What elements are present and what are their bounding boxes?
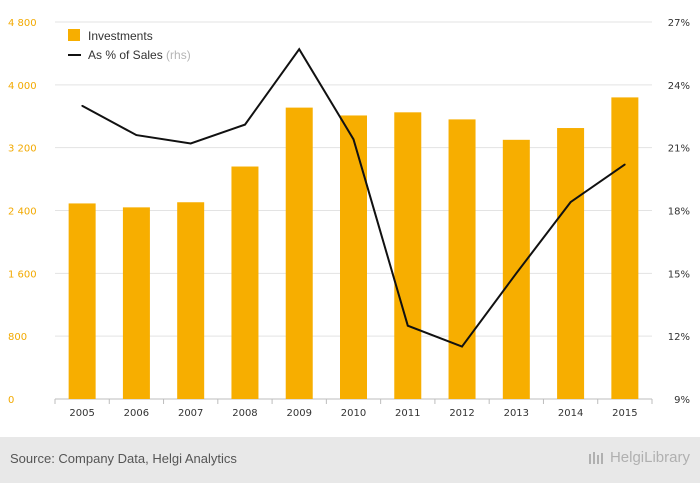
line-point bbox=[81, 104, 83, 107]
legend-label-suffix: (rhs) bbox=[163, 48, 191, 62]
line-point bbox=[461, 345, 463, 348]
bar bbox=[611, 97, 639, 400]
y-right-tick-label: 27% bbox=[668, 18, 690, 29]
bar bbox=[448, 119, 476, 400]
y-right-tick-label: 12% bbox=[668, 332, 690, 343]
y-right-tick-label: 21% bbox=[668, 144, 690, 155]
chart: 0 9% 800 12% 1 600 15% 2 400 18% 3 200 21% 4 000 24… bbox=[8, 18, 690, 419]
x-tick-label: 2015 bbox=[612, 408, 637, 419]
bar bbox=[122, 207, 150, 399]
line-point bbox=[624, 163, 626, 166]
line-point bbox=[298, 48, 301, 51]
x-tick-label: 2008 bbox=[232, 408, 257, 419]
bar bbox=[177, 202, 205, 399]
y-right-tick-label: 18% bbox=[668, 207, 690, 218]
y-left-tick-label: 3 200 bbox=[8, 144, 37, 155]
y-right-tick-label: 9% bbox=[674, 395, 690, 406]
line-point bbox=[515, 272, 518, 275]
logo: HelgiLibrary bbox=[588, 449, 690, 466]
y-left-tick-label: 0 bbox=[8, 395, 14, 406]
legend-label-pct-sales: As % of Sales (rhs) bbox=[88, 48, 191, 62]
x-tick-label: 2011 bbox=[395, 408, 420, 419]
y-left-tick-label: 4 800 bbox=[8, 18, 37, 29]
y-right-tick-label: 24% bbox=[668, 81, 690, 92]
x-tick-label: 2009 bbox=[287, 408, 312, 419]
bar bbox=[68, 203, 96, 399]
line-point bbox=[569, 201, 572, 203]
line-point bbox=[135, 134, 138, 136]
legend-swatch-investments bbox=[68, 29, 80, 41]
x-tick-label: 2005 bbox=[69, 408, 94, 419]
y-left-tick-label: 2 400 bbox=[8, 207, 37, 218]
bar bbox=[231, 166, 259, 399]
x-tick-label: 2010 bbox=[341, 408, 366, 419]
footer: Source: Company Data, Helgi Analytics He… bbox=[0, 437, 700, 483]
logo-text: HelgiLibrary bbox=[609, 449, 690, 466]
y-right-tick-label: 15% bbox=[668, 269, 690, 280]
legend-label-main: As % of Sales bbox=[88, 48, 163, 62]
bar bbox=[502, 139, 530, 399]
x-tick-label: 2007 bbox=[178, 408, 203, 419]
bar bbox=[340, 115, 367, 399]
line-point bbox=[189, 142, 192, 145]
line-point bbox=[406, 324, 409, 327]
x-tick-label: 2012 bbox=[449, 408, 474, 419]
line-point bbox=[244, 123, 246, 126]
bar bbox=[557, 128, 585, 399]
legend-label-investments: Investments bbox=[88, 29, 153, 43]
y-left-tick-label: 1 600 bbox=[8, 269, 37, 280]
library-icon bbox=[588, 451, 606, 465]
x-tick-label: 2013 bbox=[504, 408, 529, 419]
y-left-tick-label: 800 bbox=[8, 332, 27, 343]
source-text: Source: Company Data, Helgi Analytics bbox=[10, 451, 237, 466]
y-left-tick-label: 4 000 bbox=[8, 81, 37, 92]
x-tick-label: 2006 bbox=[124, 408, 149, 419]
line-point bbox=[352, 138, 355, 141]
x-tick-label: 2014 bbox=[558, 408, 583, 419]
bar bbox=[394, 112, 422, 400]
bar bbox=[285, 107, 313, 400]
